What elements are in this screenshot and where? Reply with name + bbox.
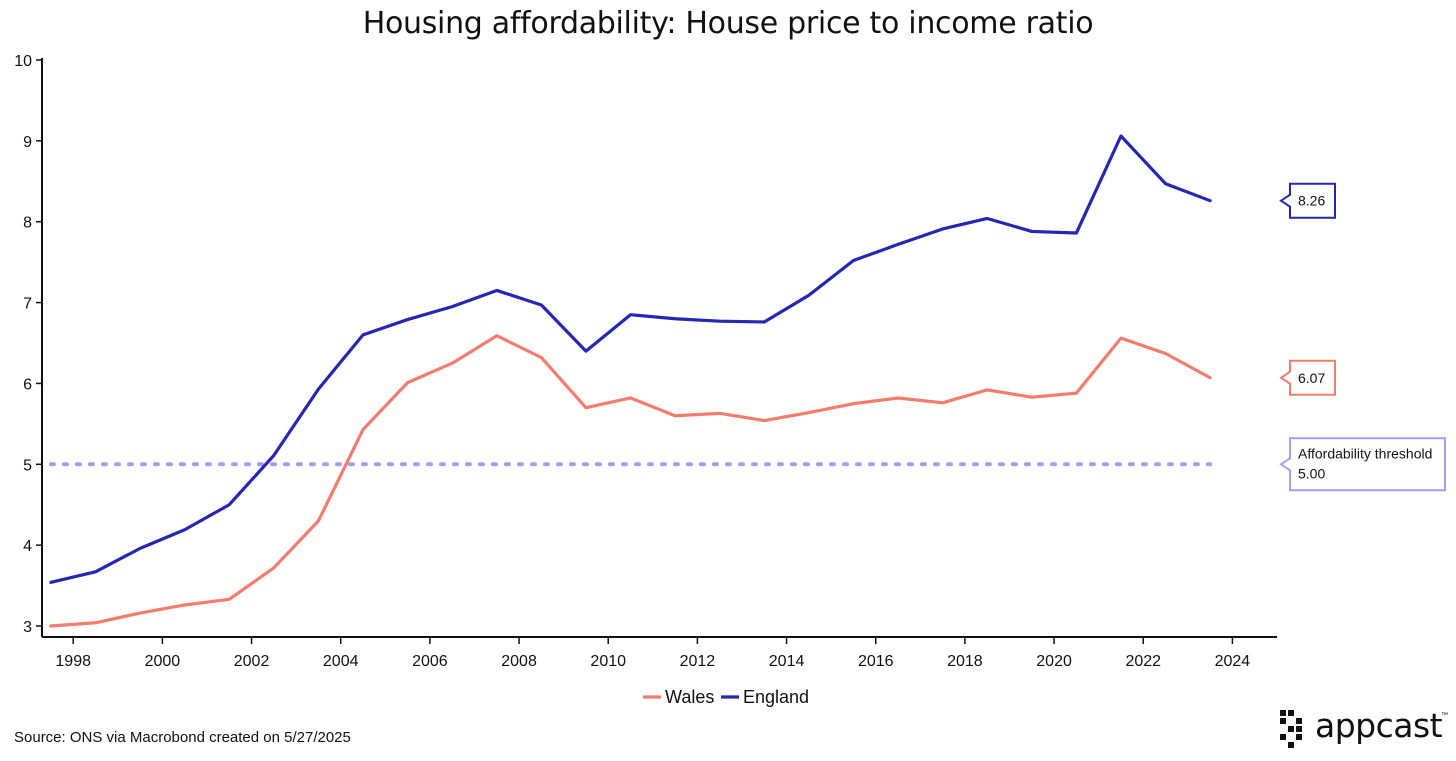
x-tick-label: 2010 [590,653,626,670]
series-line-wales [49,334,1212,628]
x-tick-label: 2006 [412,653,448,670]
threshold-callout-text: 5.00 [1298,465,1325,481]
wales-callout-box [1279,359,1336,396]
y-tick-label: 5 [23,457,32,474]
y-tick-label: 10 [14,53,32,70]
threshold-callout: Affordability threshold 5.00 [1279,437,1446,492]
england-callout: 8.26 [1279,182,1336,219]
legend-label-england: England [743,687,809,707]
x-tick-label: 2014 [769,653,805,670]
threshold-callout-box [1279,437,1446,492]
y-tick-label: 4 [23,538,32,555]
appcast-logo-icon [1280,710,1302,748]
chart-title: Housing affordability: House price to in… [362,6,1094,41]
x-tick-label: 2004 [323,653,359,670]
x-tick-label: 2022 [1125,653,1161,670]
x-tick-label: 2012 [680,653,716,670]
y-tick-label: 7 [23,296,32,313]
threshold-callout-text: Affordability threshold [1298,445,1432,461]
legend: Wales England [643,687,809,707]
x-tick-label: 2024 [1215,653,1251,670]
chart-axes: 3 4 5 6 7 8 9 10 1998 2000 2002 2004 2006 2008 2010 201… [14,53,1277,670]
x-tick-label: 2002 [234,653,270,670]
series-line-england [49,134,1212,584]
x-tick-label: 2018 [947,653,983,670]
x-tick-label: 2008 [501,653,537,670]
brand-trademark: ™ [1441,712,1448,719]
source-note: Source: ONS via Macrobond created on 5/2… [14,729,351,746]
brand-name: appcast [1315,706,1443,745]
y-tick-label: 3 [23,619,32,636]
x-tick-label: 2016 [858,653,894,670]
callout-layer: 8.26 6.07 Affordability threshold 5.00 [1279,182,1446,492]
england-callout-box [1279,182,1336,219]
x-tick-label: 1998 [55,653,91,670]
england-callout-text: 8.26 [1298,193,1325,209]
y-tick-label: 9 [23,134,32,151]
wales-callout: 6.07 [1279,359,1336,396]
x-tick-label: 2000 [145,653,181,670]
series-layer [49,134,1212,628]
y-tick-label: 6 [23,376,32,393]
y-tick-label: 8 [23,215,32,232]
x-tick-label: 2020 [1036,653,1072,670]
wales-callout-text: 6.07 [1298,370,1325,386]
legend-label-wales: Wales [665,687,714,707]
